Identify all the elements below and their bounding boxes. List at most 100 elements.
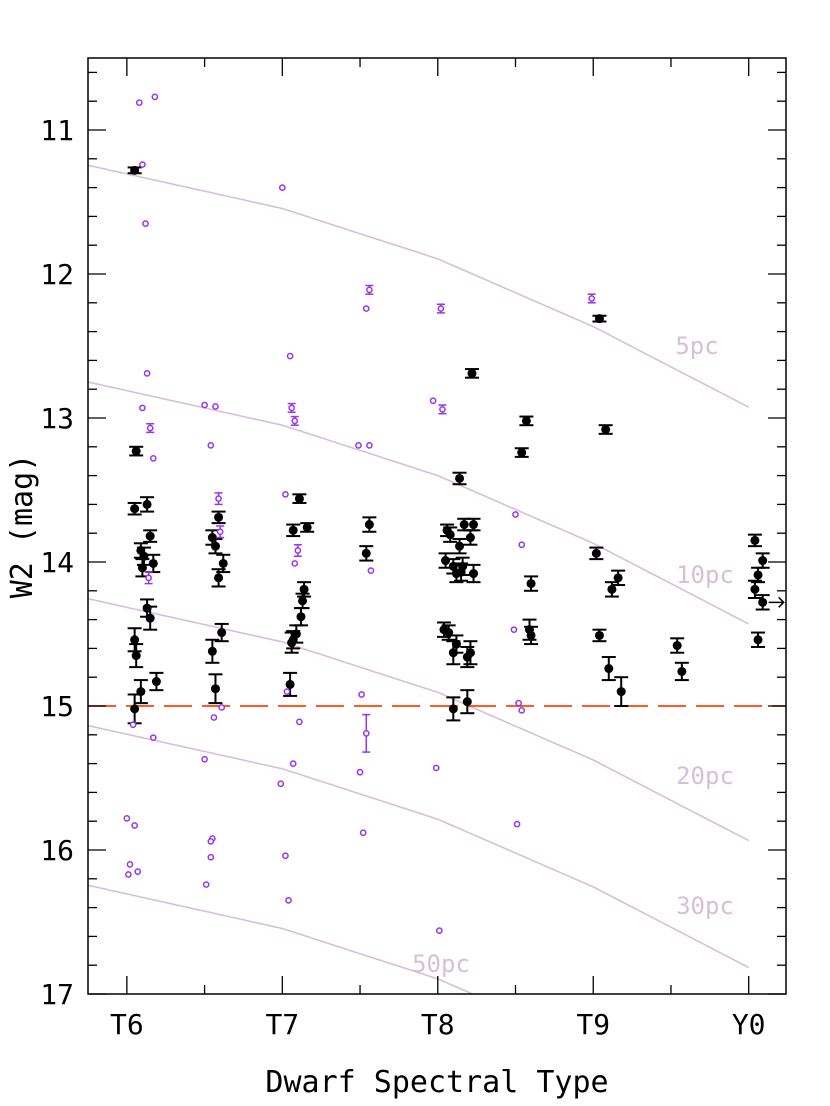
marker (294, 547, 302, 554)
data-point-filled (359, 545, 374, 562)
data-point-filled (604, 581, 619, 598)
data-point-open (207, 838, 215, 845)
marker (469, 569, 479, 579)
marker (131, 446, 141, 456)
marker (616, 687, 626, 697)
marker (456, 567, 466, 577)
data-point-open (135, 99, 143, 106)
data-point-open (285, 897, 292, 904)
marker (207, 646, 217, 656)
data-point-filled (211, 568, 226, 588)
marker (210, 714, 218, 721)
marker (445, 530, 455, 540)
data-point-filled (464, 368, 479, 379)
marker (601, 425, 611, 435)
data-point-filled (755, 594, 770, 611)
marker (217, 628, 227, 638)
data-point-filled (601, 656, 616, 682)
distance-curve-label: 50pc (412, 950, 470, 978)
marker (287, 638, 297, 648)
data-point-filled (463, 529, 478, 546)
data-point-filled (519, 415, 534, 427)
data-point-open (362, 713, 371, 753)
data-point-open (358, 691, 365, 698)
data-point-open (139, 161, 146, 168)
distance-curve-label: 30pc (676, 892, 734, 920)
marker (439, 406, 446, 413)
marker (753, 635, 763, 645)
marker (518, 706, 526, 714)
marker (207, 853, 215, 861)
data-point-filled (284, 631, 299, 654)
data-point-filled (747, 579, 762, 599)
marker (218, 558, 228, 568)
marker (465, 533, 475, 543)
data-point-filled (514, 447, 529, 458)
data-point-open (293, 543, 302, 557)
x-tick-label: T6 (110, 1008, 144, 1041)
marker (212, 403, 219, 410)
data-point-filled (443, 526, 458, 543)
marker (151, 93, 159, 101)
data-point-open (359, 829, 367, 837)
distance-curve-20pc (88, 597, 750, 842)
data-point-filled (133, 679, 148, 705)
marker (277, 780, 285, 788)
data-point-open (367, 567, 375, 574)
marker (356, 768, 364, 776)
marker (282, 490, 289, 498)
marker (148, 558, 158, 568)
y-tick-label: 15 (40, 690, 74, 723)
marker (135, 99, 143, 106)
data-point-filled (611, 569, 626, 587)
data-point-filled (592, 628, 607, 643)
marker (126, 861, 134, 868)
marker (607, 584, 617, 594)
distance-curve-30pc (88, 724, 750, 969)
marker (125, 871, 132, 878)
marker (296, 612, 306, 622)
data-point-open (282, 852, 289, 860)
data-point-filled (293, 607, 308, 627)
marker (201, 755, 208, 763)
marker (448, 704, 458, 714)
data-point-open (143, 370, 151, 377)
data-point-filled (452, 471, 467, 486)
data-point-open (277, 780, 285, 788)
marker (359, 829, 367, 837)
data-point-open (286, 352, 294, 360)
marker (591, 548, 601, 558)
data-point-open (212, 403, 219, 410)
marker (145, 613, 155, 623)
data-point-open (282, 490, 289, 498)
data-point-open (278, 184, 286, 191)
marker (130, 504, 140, 514)
marker (750, 535, 760, 545)
data-point-filled (454, 562, 469, 582)
marker (429, 397, 437, 405)
marker (437, 305, 445, 312)
marker (207, 442, 215, 449)
x-axis-label: Dwarf Spectral Type (265, 1065, 608, 1100)
data-point-open (436, 303, 445, 314)
data-point-filled (463, 640, 478, 666)
data-point-open (151, 93, 159, 101)
marker (216, 528, 224, 536)
marker (302, 522, 312, 532)
marker (214, 573, 224, 583)
data-point-filled (670, 637, 685, 654)
data-point-filled (208, 537, 223, 555)
marker (462, 697, 472, 707)
marker (139, 161, 146, 168)
y-tick-label: 17 (40, 978, 74, 1011)
marker (448, 648, 458, 658)
data-point-open (216, 525, 225, 539)
data-point-filled (135, 558, 150, 578)
data-point-open (283, 688, 291, 695)
marker (672, 641, 682, 651)
data-point-open (146, 423, 155, 434)
marker (604, 664, 614, 674)
marker (512, 511, 519, 518)
data-point-open (432, 764, 440, 772)
x-tick-label: Y0 (732, 1008, 766, 1041)
